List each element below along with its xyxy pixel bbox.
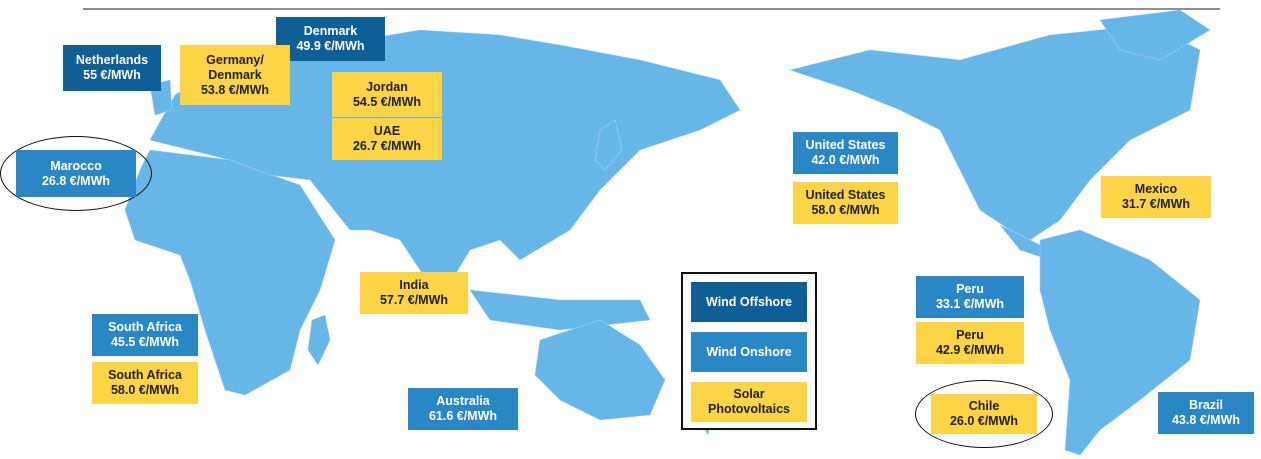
country-name: Peru bbox=[956, 282, 984, 296]
price-box: Denmark 49.9 €/MWh bbox=[276, 17, 385, 61]
price: 42.0 €/MWh bbox=[811, 153, 880, 167]
country-name: United States bbox=[805, 188, 886, 202]
country-name: South Africa bbox=[108, 320, 182, 334]
price: 42.9 €/MWh bbox=[935, 343, 1005, 357]
country-name: Netherlands bbox=[75, 53, 149, 67]
price: 55 €/MWh bbox=[83, 68, 141, 82]
legend-item: Wind Onshore bbox=[691, 332, 807, 372]
price: 49.9 €/MWh bbox=[296, 39, 365, 53]
price: 61.6 €/MWh bbox=[428, 409, 498, 423]
highlight-ellipse bbox=[915, 380, 1053, 448]
price: 26.0 €/MWh bbox=[949, 414, 1019, 428]
price: 57.7 €/MWh bbox=[379, 293, 449, 307]
country-name: Brazil bbox=[1188, 398, 1224, 412]
price: 58.0 €/MWh bbox=[811, 203, 880, 217]
country-name: India bbox=[399, 278, 429, 292]
price: 26.7 €/MWh bbox=[352, 139, 422, 153]
highlight-ellipse bbox=[0, 136, 152, 211]
price: 26.8 €/MWh bbox=[41, 173, 111, 188]
price-box: Jordan 54.5 €/MWh bbox=[332, 72, 442, 117]
country-name: Australia bbox=[436, 394, 490, 408]
price: 31.7 €/MWh bbox=[1121, 197, 1191, 211]
land bbox=[124, 9, 1211, 456]
country-name: Denmark bbox=[303, 24, 358, 38]
price: 54.5 €/MWh bbox=[352, 94, 422, 109]
price-box: Germany/ Denmark 53.8 €/MWh bbox=[180, 45, 290, 105]
price-box: United States 42.0 €/MWh bbox=[793, 132, 898, 174]
country-name: UAE bbox=[373, 124, 401, 138]
price-box: Brazil 43.8 €/MWh bbox=[1158, 392, 1254, 434]
country-name: Peru bbox=[956, 328, 984, 342]
price-box: UAE 26.7 €/MWh bbox=[332, 118, 442, 160]
country-name: United States bbox=[805, 138, 886, 152]
price: 45.5 €/MWh bbox=[110, 335, 180, 349]
legend-item: Solar Photovoltaics bbox=[691, 382, 807, 422]
price-box: United States 58.0 €/MWh bbox=[793, 182, 898, 224]
price: 53.8 €/MWh bbox=[200, 82, 270, 97]
country-name: Chile bbox=[968, 399, 1000, 413]
price-box: Peru 33.1 €/MWh bbox=[916, 276, 1024, 318]
legend-item: Wind Offshore bbox=[691, 282, 807, 322]
country-name: Marocco bbox=[50, 158, 102, 173]
country-name: Germany/ Denmark bbox=[206, 52, 264, 82]
price-box: Netherlands 55 €/MWh bbox=[63, 45, 161, 91]
price: 58.0 €/MWh bbox=[110, 383, 180, 397]
country-name: Mexico bbox=[1134, 182, 1178, 196]
price-box: Australia 61.6 €/MWh bbox=[408, 388, 518, 430]
price-box: South Africa 45.5 €/MWh bbox=[92, 314, 198, 356]
country-name: Jordan bbox=[366, 79, 408, 94]
price-box: India 57.7 €/MWh bbox=[360, 272, 468, 314]
price: 33.1 €/MWh bbox=[935, 297, 1005, 311]
price-box: Marocco 26.8 €/MWh bbox=[16, 150, 136, 197]
price-box: Chile 26.0 €/MWh bbox=[931, 394, 1037, 434]
price-box: South Africa 58.0 €/MWh bbox=[92, 362, 198, 404]
price-box: Mexico 31.7 €/MWh bbox=[1101, 176, 1211, 218]
legend: Wind Offshore Wind Onshore Solar Photovolt… bbox=[681, 272, 817, 430]
price: 43.8 €/MWh bbox=[1171, 413, 1241, 427]
price-box: Peru 42.9 €/MWh bbox=[916, 322, 1024, 364]
country-name: South Africa bbox=[108, 368, 182, 382]
